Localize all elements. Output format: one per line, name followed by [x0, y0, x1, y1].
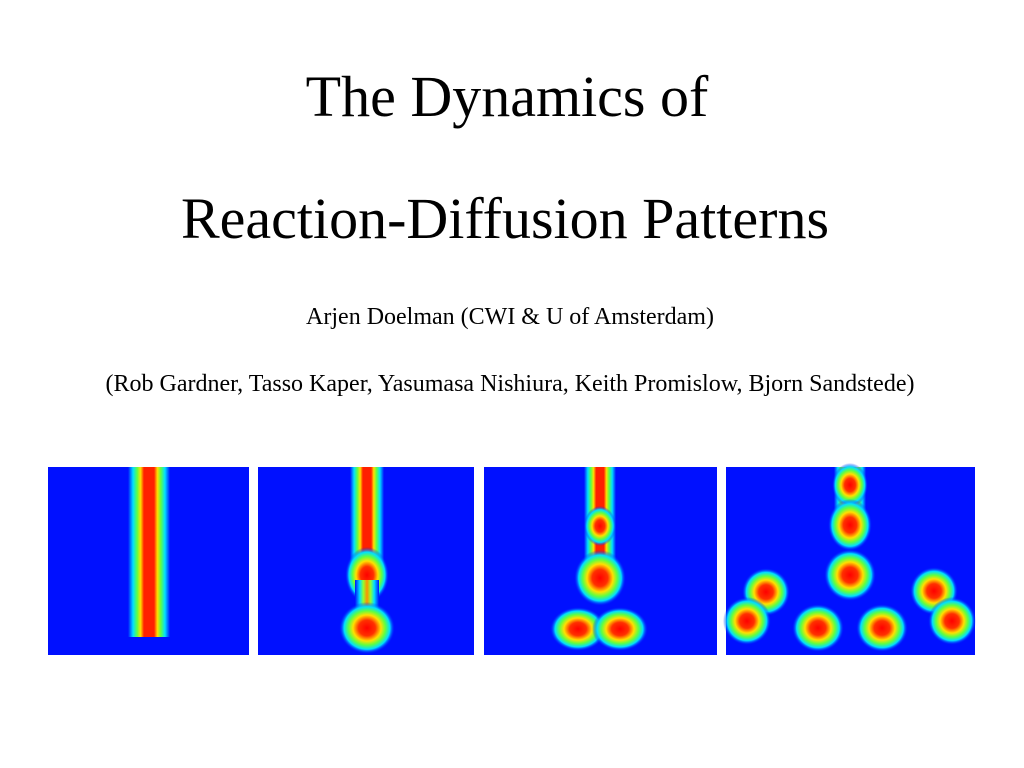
pattern-panel — [48, 467, 249, 655]
collaborators: (Rob Gardner, Tasso Kaper, Yasumasa Nish… — [106, 371, 915, 397]
pattern-panel — [723, 463, 976, 655]
title-line: The Dynamics of — [306, 64, 709, 129]
pattern-panel — [484, 467, 717, 655]
title-line: Reaction-Diffusion Patterns — [181, 186, 829, 251]
author: Arjen Doelman (CWI & U of Amsterdam) — [306, 304, 714, 330]
pattern-panel — [258, 467, 474, 655]
